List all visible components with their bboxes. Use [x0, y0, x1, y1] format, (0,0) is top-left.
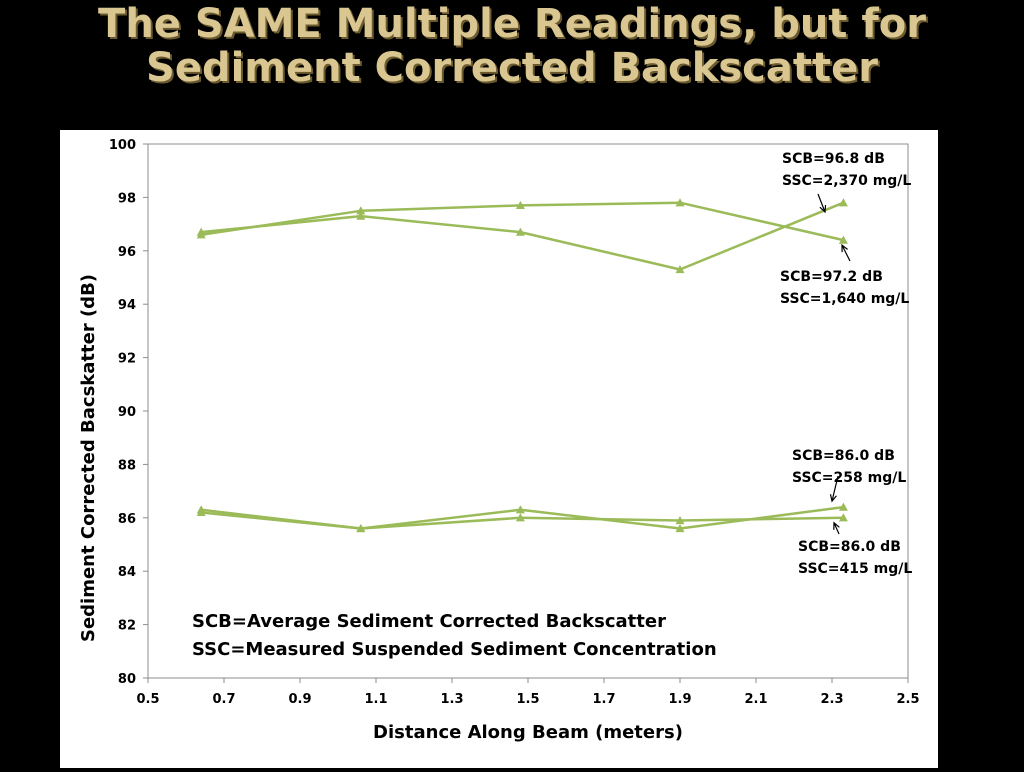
series-4-point	[356, 523, 366, 533]
y-tick-label: 90	[118, 405, 136, 420]
y-axis-label: Sediment Corrected Bacskatter (dB)	[78, 274, 99, 642]
series-2-point	[838, 198, 848, 207]
legend-note-ssc: SSC=Measured Suspended Sediment Concentr…	[192, 639, 717, 660]
y-tick-label: 94	[118, 298, 136, 313]
legend-note-scb: SCB=Average Sediment Corrected Backscatt…	[192, 611, 666, 632]
annotation-arrowhead-icon	[833, 521, 840, 530]
annotation-arrow-icon	[841, 244, 851, 262]
y-tick-label: 100	[109, 138, 136, 153]
x-tick-label: 0.7	[212, 692, 235, 707]
slide-title-line-1: The SAME Multiple Readings, but for	[98, 1, 926, 47]
y-tick-label: 80	[118, 672, 136, 687]
y-tick-label: 84	[118, 565, 136, 580]
x-tick-label: 1.5	[516, 692, 539, 707]
annotation-3: SCB=86.0 dB SSC=258 mg/L	[792, 448, 906, 503]
chart-axes: 80 82 84 86 88 90 92 94 96 98 100 0.5 0.7 0.9 1.1 1.3 1.…	[109, 138, 920, 707]
series-2-line	[201, 201, 844, 271]
chart-annotations: SCB=96.8 dB SSC=2,370 mg/L SCB=97.2 dB SSC=…	[780, 151, 912, 577]
series-2-point	[356, 211, 366, 220]
series-1-point	[356, 206, 366, 215]
chart-panel: 80 82 84 86 88 90 92 94 96 98 100 0.5 0.7 0.9 1.1 1.3 1.…	[60, 130, 938, 768]
series-2-point	[515, 227, 525, 236]
annotation-text: SCB=97.2 dB	[780, 269, 883, 285]
annotation-arrowhead-icon	[841, 243, 848, 253]
annotation-arrow-icon	[831, 475, 839, 502]
series-4-point	[515, 513, 525, 522]
y-tick-label: 96	[118, 245, 136, 260]
x-tick-label: 1.1	[364, 692, 387, 707]
annotation-text: SSC=258 mg/L	[792, 470, 906, 486]
series-3-point	[675, 523, 685, 533]
series-2-point	[196, 227, 206, 236]
annotation-arrowhead-icon	[829, 494, 837, 503]
series-3-point	[515, 505, 525, 514]
y-tick-label: 92	[118, 352, 136, 367]
x-tick-label: 1.3	[440, 692, 463, 707]
line-chart: 80 82 84 86 88 90 92 94 96 98 100 0.5 0.7 0.9 1.1 1.3 1.…	[78, 138, 920, 743]
y-tick-label: 88	[118, 458, 136, 473]
slide-title: The SAME Multiple Readings, but for Sedi…	[0, 2, 1024, 90]
annotation-text: SCB=96.8 dB	[782, 151, 885, 167]
annotation-text: SSC=2,370 mg/L	[782, 173, 911, 189]
series-1-point	[675, 198, 685, 207]
annotation-text: SCB=86.0 dB	[792, 448, 895, 464]
y-tick-label: 98	[118, 191, 136, 206]
x-tick-label: 1.9	[668, 692, 691, 707]
x-tick-label: 2.5	[896, 692, 919, 707]
chart-series-layer	[196, 198, 848, 533]
series-3-point	[838, 502, 848, 511]
annotation-arrow-icon	[817, 193, 826, 213]
annotation-arrow-icon	[833, 522, 840, 535]
annotation-1: SCB=96.8 dB SSC=2,370 mg/L	[782, 151, 911, 214]
series-4-point	[196, 507, 206, 517]
annotation-arrowhead-icon	[819, 204, 827, 214]
annotation-4: SCB=86.0 dB SSC=415 mg/L	[798, 521, 912, 577]
slide-title-line-2: Sediment Corrected Backscatter	[146, 45, 878, 91]
x-tick-label: 1.7	[592, 692, 615, 707]
annotation-text: SSC=415 mg/L	[798, 561, 912, 577]
annotation-text: SSC=1,640 mg/L	[780, 291, 909, 307]
series-4-point	[838, 513, 848, 522]
x-tick-label: 0.5	[136, 692, 159, 707]
y-tick-label: 86	[118, 512, 136, 527]
annotation-text: SCB=86.0 dB	[798, 539, 901, 555]
x-tick-label: 2.1	[744, 692, 767, 707]
series-1-point	[838, 235, 848, 244]
series-1-point	[515, 200, 525, 210]
y-tick-label: 82	[118, 619, 136, 634]
x-axis-label: Distance Along Beam (meters)	[373, 722, 683, 743]
x-tick-label: 2.3	[820, 692, 843, 707]
series-2-point	[675, 264, 685, 274]
x-tick-label: 0.9	[288, 692, 311, 707]
annotation-2: SCB=97.2 dB SSC=1,640 mg/L	[780, 243, 909, 307]
series-4-point	[675, 515, 685, 525]
